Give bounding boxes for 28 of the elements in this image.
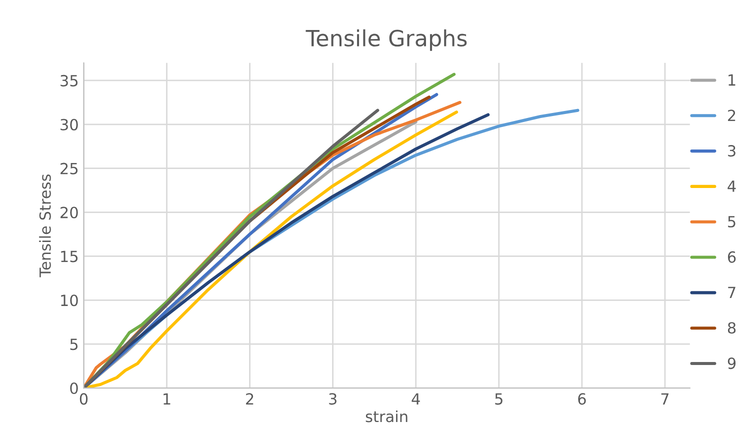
- chart-title: Tensile Graphs: [306, 29, 467, 51]
- x-tick-label: 0: [80, 393, 88, 405]
- y-tick-label: 35: [60, 74, 78, 86]
- x-tick-label: 7: [661, 393, 669, 404]
- legend-label: 5: [728, 216, 736, 228]
- legend-label: 4: [728, 180, 736, 192]
- y-tick-label: 20: [60, 206, 78, 218]
- x-tick-label: 1: [164, 393, 170, 404]
- y-tick-label: 0: [70, 382, 78, 394]
- y-tick-label: 10: [61, 294, 78, 306]
- legend-label: 6: [728, 251, 736, 263]
- legend-label: 8: [728, 322, 736, 334]
- legend-label: 1: [728, 74, 736, 86]
- legend-label: 7: [728, 286, 736, 298]
- y-tick-label: 30: [60, 118, 78, 130]
- legend-label: 9: [728, 358, 736, 370]
- x-axis-title: strain: [366, 410, 408, 422]
- x-tick-label: 3: [329, 393, 336, 405]
- y-axis-title: Tensile Stress: [39, 174, 51, 278]
- x-tick-label: 2: [246, 393, 254, 404]
- y-tick-label: 5: [70, 338, 78, 350]
- y-tick-label: 25: [60, 162, 78, 174]
- x-tick-label: 4: [412, 393, 420, 404]
- x-tick-label: 5: [495, 393, 502, 405]
- legend-label: 2: [728, 110, 736, 121]
- y-tick-label: 15: [61, 250, 78, 262]
- x-tick-label: 6: [578, 393, 586, 405]
- legend-label: 3: [728, 145, 736, 157]
